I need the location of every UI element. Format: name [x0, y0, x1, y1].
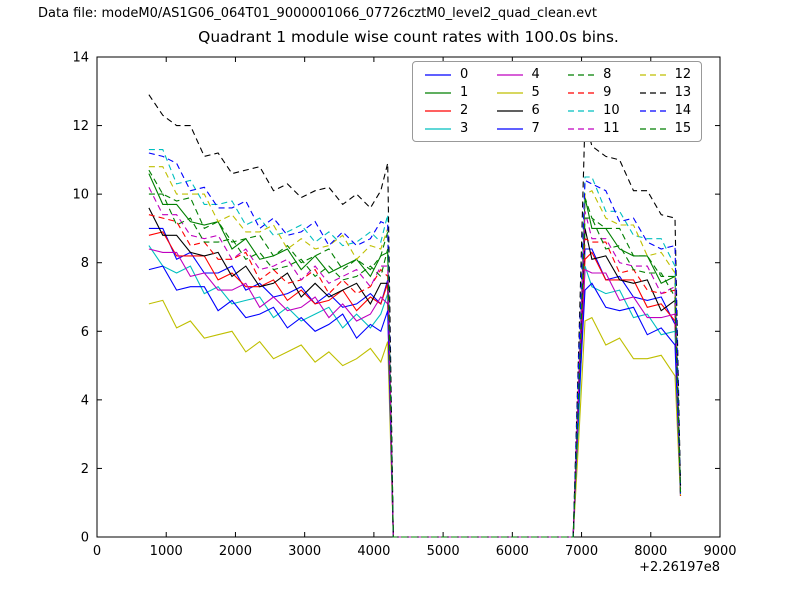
- legend-item-label: 14: [674, 103, 692, 118]
- legend-line-icon: [425, 91, 451, 94]
- y-tick-label: 2: [81, 462, 89, 477]
- series-line-0: [148, 227, 682, 538]
- legend-item-2: 2: [423, 103, 477, 118]
- legend-item-label: 5: [531, 85, 540, 100]
- legend-item-label: 13: [674, 85, 692, 100]
- legend-line-icon: [496, 109, 523, 112]
- y-tick-label: 8: [81, 256, 89, 271]
- legend-item-7: 7: [495, 121, 549, 136]
- y-tick-label: 4: [81, 393, 89, 408]
- legend-item-13: 13: [638, 85, 692, 100]
- x-tick-label: 3000: [288, 544, 321, 559]
- legend-line-icon: [639, 73, 666, 76]
- legend: 0 4 8 12 1 5 9 13 2 6 10 14 3 7 11 15: [412, 61, 703, 142]
- x-tick-label: 7000: [565, 544, 598, 559]
- legend-item-label: 6: [531, 103, 540, 118]
- legend-item-label: 11: [603, 121, 620, 136]
- legend-line-icon: [639, 109, 666, 112]
- legend-item-1: 1: [423, 85, 477, 100]
- legend-line-icon: [568, 73, 595, 76]
- legend-item-label: 10: [603, 103, 620, 118]
- x-tick-label: 0: [93, 544, 101, 559]
- x-axis-offset-label: +2.26197e8: [639, 560, 720, 575]
- series-line-5: [148, 299, 682, 538]
- legend-line-icon: [425, 127, 451, 130]
- series-line-14: [148, 152, 682, 538]
- legend-item-6: 6: [495, 103, 549, 118]
- y-tick-label: 0: [81, 531, 89, 546]
- legend-item-0: 0: [423, 67, 477, 82]
- legend-item-label: 9: [603, 85, 612, 100]
- x-tick-label: 1000: [150, 544, 183, 559]
- legend-item-5: 5: [495, 85, 549, 100]
- legend-line-icon: [425, 109, 451, 112]
- legend-item-11: 11: [566, 121, 620, 136]
- series-line-2: [148, 231, 682, 538]
- legend-line-icon: [639, 91, 666, 94]
- series-line-11: [148, 187, 682, 538]
- legend-line-icon: [496, 91, 523, 94]
- legend-item-label: 12: [674, 67, 692, 82]
- series-line-15: [148, 193, 682, 538]
- legend-item-8: 8: [566, 67, 620, 82]
- legend-item-15: 15: [638, 121, 692, 136]
- legend-line-icon: [639, 127, 666, 130]
- y-tick-label: 6: [81, 325, 89, 340]
- legend-item-4: 4: [495, 67, 549, 82]
- legend-item-label: 0: [460, 67, 469, 82]
- x-tick-label: 2000: [219, 544, 252, 559]
- chart-title: Quadrant 1 module wise count rates with …: [198, 28, 619, 46]
- series-line-1: [148, 173, 682, 538]
- y-tick-label: 14: [72, 51, 89, 66]
- y-tick-label: 10: [72, 188, 89, 203]
- series-line-6: [148, 207, 682, 538]
- series-line-4: [148, 248, 682, 538]
- x-tick-label: 9000: [703, 544, 736, 559]
- data-file-label: Data file: modeM0/AS1G06_064T01_90000010…: [38, 6, 597, 21]
- y-tick-label: 12: [72, 119, 89, 134]
- x-tick-label: 6000: [496, 544, 529, 559]
- legend-item-label: 1: [460, 85, 469, 100]
- series-line-7: [148, 265, 682, 538]
- legend-item-label: 2: [460, 103, 469, 118]
- series-line-9: [148, 214, 682, 538]
- legend-item-14: 14: [638, 103, 692, 118]
- legend-item-3: 3: [423, 121, 477, 136]
- x-tick-label: 5000: [427, 544, 460, 559]
- series-line-3: [148, 245, 682, 538]
- legend-line-icon: [425, 73, 451, 76]
- legend-item-10: 10: [566, 103, 620, 118]
- x-tick-label: 4000: [357, 544, 390, 559]
- series-line-12: [148, 166, 682, 538]
- series-line-8: [148, 169, 682, 538]
- legend-line-icon: [496, 127, 523, 130]
- legend-item-label: 7: [531, 121, 540, 136]
- series-line-10: [148, 149, 682, 538]
- legend-line-icon: [568, 109, 595, 112]
- legend-item-label: 3: [460, 121, 469, 136]
- series-line-13: [148, 94, 682, 538]
- x-tick-label: 8000: [634, 544, 667, 559]
- legend-line-icon: [568, 127, 595, 130]
- legend-item-label: 4: [531, 67, 540, 82]
- legend-item-label: 8: [603, 67, 612, 82]
- legend-line-icon: [496, 73, 523, 76]
- legend-item-12: 12: [638, 67, 692, 82]
- legend-item-label: 15: [674, 121, 692, 136]
- legend-item-9: 9: [566, 85, 620, 100]
- legend-line-icon: [568, 91, 595, 94]
